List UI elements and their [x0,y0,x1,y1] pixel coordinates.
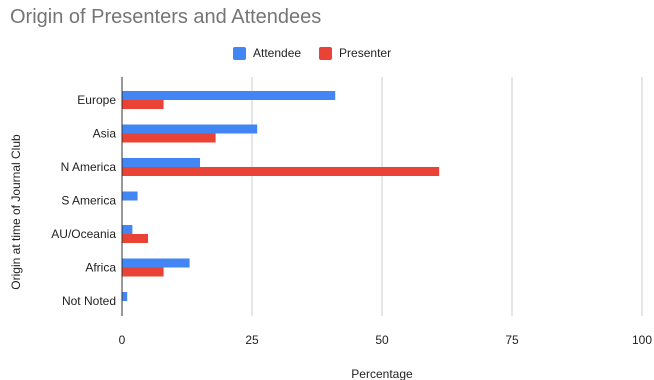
bar-attendee-europe[interactable] [122,91,336,100]
bar-attendee-s-america[interactable] [122,191,138,201]
x-tick-label: 50 [375,333,389,347]
bar-presenter-africa[interactable] [122,267,164,277]
bars [122,91,440,301]
x-tick-label: 25 [245,333,259,347]
y-tick-label: Asia [93,127,117,141]
x-axis-title: Percentage [351,367,413,380]
legend-item-presenter[interactable]: Presenter [319,46,391,60]
y-tick-label: Not Noted [62,294,116,308]
chart-title: Origin of Presenters and Attendees [10,6,322,28]
bar-attendee-not-noted[interactable] [122,292,128,301]
chart-legend: Attendee Presenter [233,46,391,60]
y-tick-label: Africa [85,261,116,275]
bar-attendee-au-oceania[interactable] [122,225,133,234]
legend-item-attendee[interactable]: Attendee [233,46,301,60]
bar-attendee-n-america[interactable] [122,158,200,167]
bar-attendee-africa[interactable] [122,258,190,268]
x-tick-label: 75 [505,333,519,347]
bar-presenter-asia[interactable] [122,133,216,143]
legend-swatch-attendee [233,46,246,60]
legend-swatch-presenter [319,46,333,60]
legend-label-presenter: Presenter [339,46,392,60]
y-tick-labels: Europe Asia N America S America AU/Oceania Af… [51,93,116,308]
y-tick-label: Europe [77,93,116,107]
bar-presenter-n-america[interactable] [122,167,440,176]
x-tick-label: 0 [119,333,126,347]
bar-attendee-asia[interactable] [122,124,258,134]
y-tick-label: S America [61,194,116,208]
bar-presenter-au-oceania[interactable] [122,234,148,243]
y-axis-title: Origin at time of Journal Club [9,134,23,290]
y-tick-label: AU/Oceania [51,227,116,241]
x-tick-label: 100 [632,333,652,347]
bar-presenter-europe[interactable] [122,100,164,109]
y-tick-label: N America [61,160,117,174]
gridlines [251,77,643,316]
legend-label-attendee: Attendee [253,46,302,60]
x-tick-labels: 0 25 50 75 100 [119,333,653,347]
